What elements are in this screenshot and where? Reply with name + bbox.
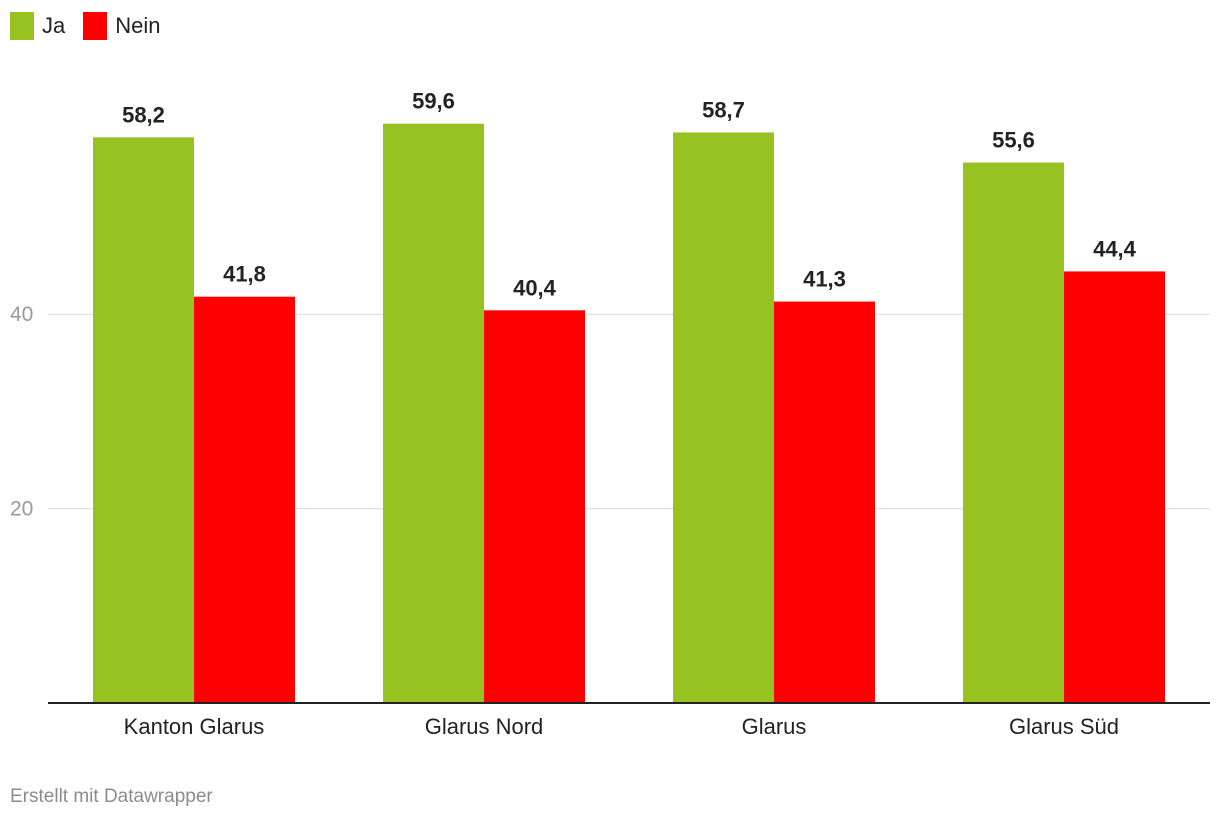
x-tick-label: Glarus Nord bbox=[425, 714, 544, 739]
legend-label-ja: Ja bbox=[42, 13, 66, 38]
bar-nein-1 bbox=[484, 310, 585, 703]
bar-ja-1 bbox=[383, 123, 484, 704]
legend-swatch-ja bbox=[10, 12, 34, 40]
legend-swatch-nein bbox=[83, 12, 108, 40]
data-label: 58,2 bbox=[122, 102, 165, 127]
bar-ja-0 bbox=[93, 137, 194, 703]
x-tick-label: Kanton Glarus bbox=[124, 714, 265, 739]
bar-nein-2 bbox=[774, 301, 875, 703]
legend-item-nein: Nein bbox=[83, 12, 161, 40]
data-label: 55,6 bbox=[992, 128, 1035, 153]
bar-nein-0 bbox=[194, 296, 295, 703]
data-label: 40,4 bbox=[513, 275, 557, 300]
y-tick-label: 40 bbox=[10, 303, 33, 326]
legend-item-ja: Ja bbox=[10, 12, 65, 40]
bar-nein-3 bbox=[1064, 271, 1165, 703]
x-tick-label: Glarus bbox=[742, 714, 807, 739]
footer-credit: Erstellt mit Datawrapper bbox=[10, 786, 213, 807]
legend-label-nein: Nein bbox=[115, 13, 161, 38]
data-label: 44,4 bbox=[1093, 236, 1137, 261]
data-label: 58,7 bbox=[702, 97, 745, 122]
data-label: 41,8 bbox=[223, 262, 266, 287]
x-tick-label: Glarus Süd bbox=[1009, 714, 1119, 739]
y-tick-label: 20 bbox=[10, 498, 33, 521]
bar-ja-3 bbox=[963, 162, 1064, 703]
bar-ja-2 bbox=[673, 132, 774, 703]
chart-legend: Ja Nein bbox=[10, 12, 161, 40]
data-label: 41,3 bbox=[803, 267, 846, 292]
data-label: 59,6 bbox=[412, 89, 455, 114]
